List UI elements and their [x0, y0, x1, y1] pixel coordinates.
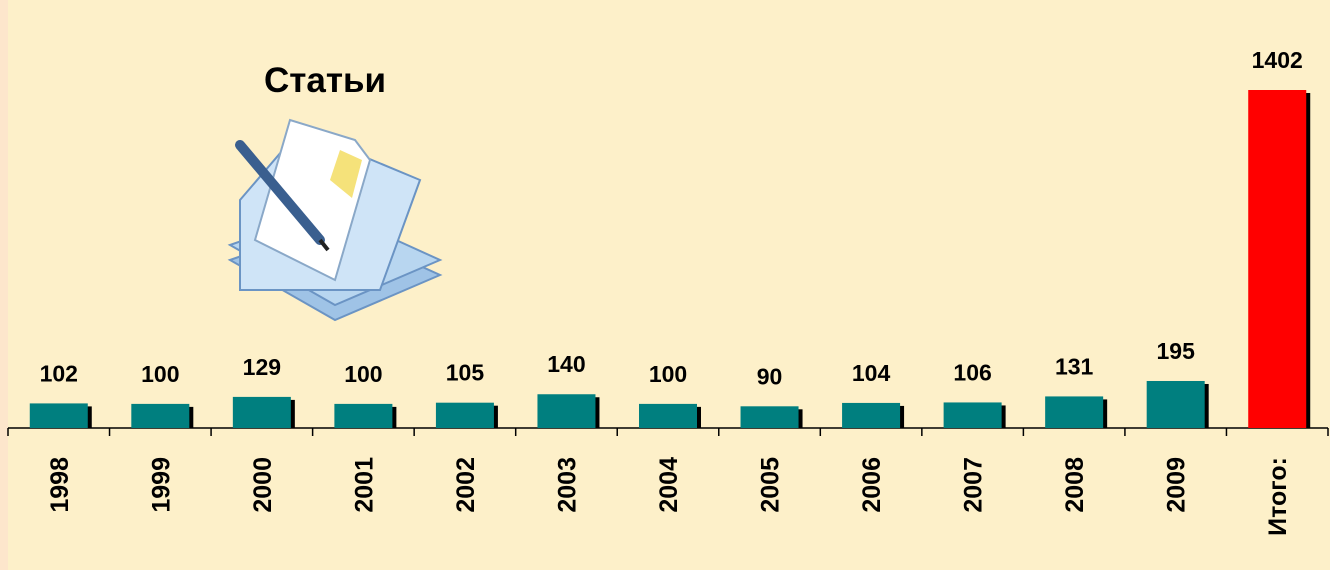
value-label: 100: [649, 361, 687, 387]
value-label: 105: [446, 360, 485, 386]
x-tick-label: 2002: [452, 457, 480, 513]
x-tick-label: 2006: [858, 457, 886, 513]
bar: [1045, 396, 1103, 428]
bar: [639, 404, 697, 428]
x-tick-label: 2001: [350, 457, 378, 513]
x-tick-label: 2007: [960, 457, 988, 513]
value-label: 90: [757, 363, 783, 389]
x-tick-label: 2003: [553, 457, 581, 513]
value-label: 106: [953, 359, 991, 385]
value-label: 140: [547, 351, 585, 377]
x-tick-label: 2004: [655, 457, 683, 513]
x-tick-label: 1999: [147, 457, 175, 513]
value-label: 131: [1055, 353, 1094, 379]
x-tick-label: 1998: [46, 457, 74, 513]
value-label: 195: [1157, 338, 1196, 364]
bar: [30, 403, 88, 428]
value-label: 100: [344, 361, 382, 387]
x-tick-label: 2005: [757, 457, 785, 513]
x-tick-label: 2000: [249, 457, 277, 513]
chart: Статьи 102 1998 100 1999 129 2000 100 2001 105 20…: [0, 0, 1330, 570]
bar: [131, 404, 189, 428]
bar: [842, 403, 900, 428]
bar: [233, 397, 291, 428]
left-strip: [0, 0, 8, 570]
x-tick-label: 2008: [1061, 457, 1089, 513]
value-label: 129: [243, 354, 281, 380]
bar: [1147, 381, 1205, 428]
x-tick-label: 2009: [1163, 457, 1191, 513]
value-label: 100: [141, 361, 179, 387]
bar: [1248, 90, 1306, 428]
bar: [436, 403, 494, 428]
bar: [537, 394, 595, 428]
bar: [334, 404, 392, 428]
value-label: 102: [40, 360, 78, 386]
bar: [944, 402, 1002, 428]
chart-title: Статьи: [264, 61, 386, 100]
value-label: 1402: [1252, 47, 1303, 73]
x-tick-label: Итого:: [1264, 457, 1292, 536]
bar: [741, 406, 799, 428]
value-label: 104: [852, 360, 891, 386]
